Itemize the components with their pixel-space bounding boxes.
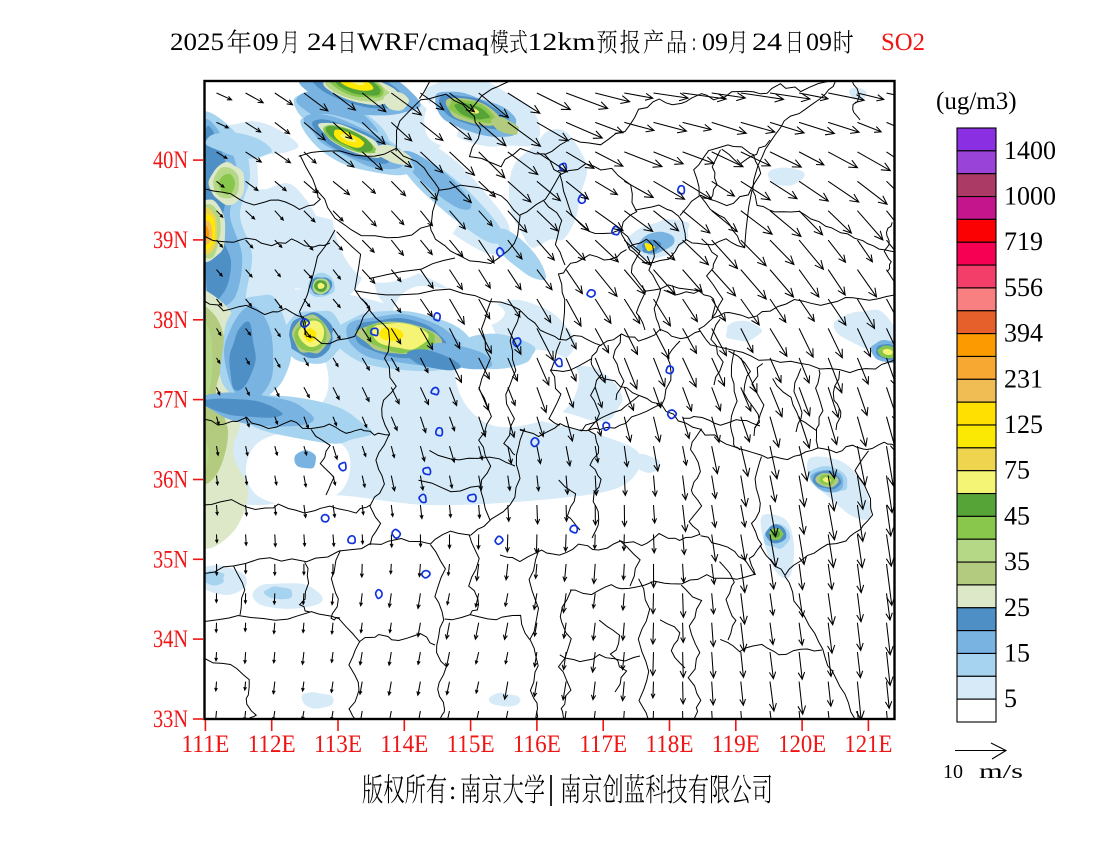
svg-text:75: 75 xyxy=(1004,456,1030,485)
svg-text:35: 35 xyxy=(1004,547,1030,576)
svg-text:WRF/cmaq: WRF/cmaq xyxy=(357,29,490,56)
svg-text:09: 09 xyxy=(253,29,279,56)
svg-text:112E: 112E xyxy=(248,731,296,758)
svg-text:39N: 39N xyxy=(153,227,188,254)
svg-text:24: 24 xyxy=(752,29,783,56)
svg-text:09: 09 xyxy=(806,29,832,56)
svg-text:m/s: m/s xyxy=(979,761,1023,783)
svg-text:125: 125 xyxy=(1004,410,1043,439)
svg-text:15: 15 xyxy=(1004,639,1030,668)
svg-text:120E: 120E xyxy=(778,731,826,758)
svg-text:719: 719 xyxy=(1004,227,1043,256)
svg-text:10: 10 xyxy=(943,761,963,783)
svg-text:1000: 1000 xyxy=(1004,182,1056,211)
svg-text:117E: 117E xyxy=(579,731,627,758)
svg-text:231: 231 xyxy=(1004,364,1043,393)
svg-text:113E: 113E xyxy=(314,731,362,758)
svg-text:34N: 34N xyxy=(153,626,188,653)
svg-text:115E: 115E xyxy=(447,731,495,758)
svg-text:45: 45 xyxy=(1004,501,1030,530)
svg-text:33N: 33N xyxy=(153,706,188,733)
svg-text:24: 24 xyxy=(307,29,337,56)
svg-text:09: 09 xyxy=(702,29,728,56)
svg-text::: : xyxy=(449,776,456,805)
svg-text:121E: 121E xyxy=(844,731,892,758)
svg-text:36N: 36N xyxy=(153,467,188,494)
svg-text:5: 5 xyxy=(1004,684,1017,713)
svg-text:(ug/m3): (ug/m3) xyxy=(936,88,1017,115)
svg-text::: : xyxy=(692,29,696,56)
svg-text:119E: 119E xyxy=(712,731,760,758)
svg-text:25: 25 xyxy=(1004,593,1030,622)
svg-text:38N: 38N xyxy=(153,307,188,334)
svg-text:118E: 118E xyxy=(646,731,694,758)
svg-text:111E: 111E xyxy=(181,731,229,758)
svg-text:37N: 37N xyxy=(153,387,188,414)
svg-text:1400: 1400 xyxy=(1004,136,1056,165)
svg-text:12km: 12km xyxy=(528,29,597,56)
svg-text:556: 556 xyxy=(1004,273,1043,302)
svg-text:114E: 114E xyxy=(380,731,428,758)
svg-text:2025: 2025 xyxy=(170,29,224,56)
svg-text:394: 394 xyxy=(1004,319,1043,348)
svg-text:SO2: SO2 xyxy=(881,29,925,56)
svg-text:35N: 35N xyxy=(153,546,188,573)
svg-text:40N: 40N xyxy=(153,147,188,174)
svg-text:116E: 116E xyxy=(513,731,561,758)
